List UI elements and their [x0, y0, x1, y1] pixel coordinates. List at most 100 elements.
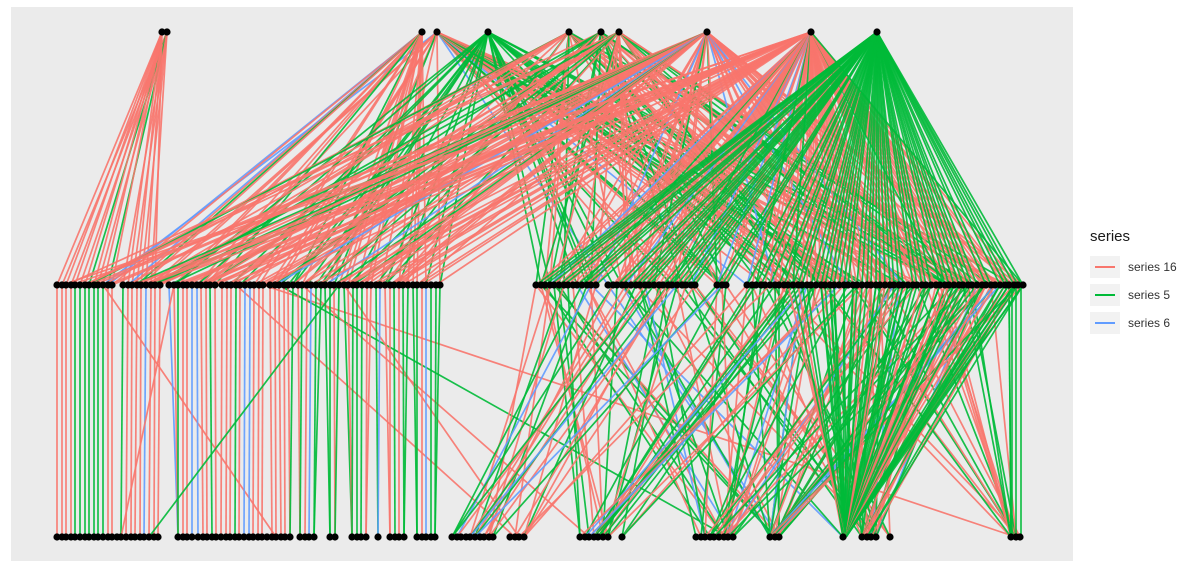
node — [532, 281, 540, 289]
node — [422, 533, 430, 541]
node — [194, 533, 202, 541]
node — [996, 281, 1004, 289]
edge — [487, 31, 597, 286]
node — [326, 533, 334, 541]
edge — [469, 284, 627, 538]
node — [904, 281, 912, 289]
edge — [196, 284, 199, 538]
node — [76, 281, 84, 289]
node — [1016, 533, 1024, 541]
edge — [360, 284, 363, 538]
edge — [451, 284, 583, 538]
edge — [586, 284, 725, 538]
node — [275, 281, 283, 289]
edge — [278, 284, 729, 538]
node — [701, 533, 709, 541]
node — [108, 281, 116, 289]
edge — [469, 284, 655, 538]
legend-key — [1090, 312, 1120, 334]
edge — [375, 31, 812, 286]
node — [927, 281, 935, 289]
edge — [334, 284, 340, 538]
node — [376, 281, 384, 289]
edge — [70, 31, 812, 286]
node — [62, 281, 70, 289]
edge — [225, 284, 228, 538]
edge — [148, 284, 340, 538]
node — [636, 281, 644, 289]
node — [122, 533, 130, 541]
edge — [875, 284, 1017, 538]
node — [520, 533, 528, 541]
edge — [801, 31, 878, 286]
node — [154, 533, 162, 541]
edge — [93, 31, 163, 286]
edge — [602, 284, 803, 538]
edge — [434, 284, 441, 538]
node — [266, 281, 274, 289]
node — [645, 281, 653, 289]
edge — [200, 284, 204, 538]
legend-swatch — [1095, 266, 1115, 268]
node — [71, 281, 79, 289]
node — [789, 281, 797, 289]
edge — [209, 284, 213, 538]
node — [188, 533, 196, 541]
node — [968, 281, 976, 289]
edge — [483, 284, 650, 538]
node — [158, 28, 166, 36]
node — [418, 28, 426, 36]
node — [390, 281, 398, 289]
edge — [226, 31, 812, 286]
node — [71, 533, 79, 541]
node — [692, 533, 700, 541]
edge — [127, 31, 570, 286]
edge — [377, 284, 381, 538]
node — [844, 281, 852, 289]
edge — [925, 284, 1017, 538]
edge — [402, 31, 812, 286]
edge — [88, 31, 570, 286]
node — [489, 533, 497, 541]
node — [348, 533, 356, 541]
node — [62, 533, 70, 541]
node — [321, 281, 329, 289]
edge — [111, 31, 423, 286]
edge — [283, 284, 286, 538]
node — [578, 281, 586, 289]
edge — [845, 284, 854, 538]
node — [217, 533, 225, 541]
node — [599, 533, 607, 541]
node — [659, 281, 667, 289]
edge — [769, 284, 1012, 538]
nodes — [53, 28, 1027, 541]
edge — [709, 284, 900, 538]
edge — [474, 284, 565, 538]
node — [858, 281, 866, 289]
legend-label: series 6 — [1128, 316, 1171, 330]
node — [422, 281, 430, 289]
node — [298, 281, 306, 289]
node — [108, 533, 116, 541]
edge — [845, 284, 955, 538]
node — [798, 281, 806, 289]
legend-item-series-5: series 5 — [1084, 281, 1194, 309]
node — [821, 281, 829, 289]
edge — [451, 284, 614, 538]
node — [399, 281, 407, 289]
node — [400, 533, 408, 541]
node — [312, 281, 320, 289]
edge — [451, 284, 650, 538]
node — [218, 281, 226, 289]
node — [305, 533, 313, 541]
edge — [289, 284, 294, 538]
node — [284, 281, 292, 289]
node — [174, 533, 182, 541]
node — [374, 533, 382, 541]
node — [867, 281, 875, 289]
legend-key — [1090, 256, 1120, 278]
edge — [706, 31, 1024, 286]
edge — [134, 284, 138, 538]
node — [682, 281, 690, 289]
node — [76, 533, 84, 541]
